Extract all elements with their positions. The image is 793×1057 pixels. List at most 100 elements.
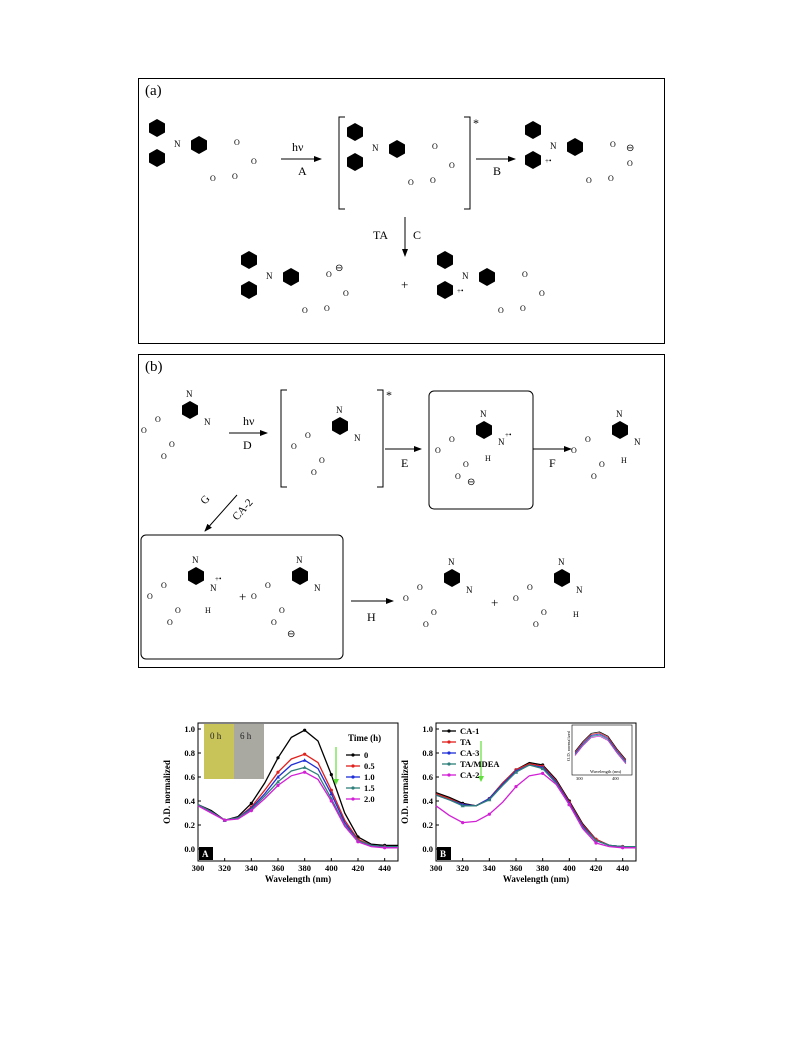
y-axis-label: O.D. normalized — [400, 760, 410, 824]
x-tick-label: 320 — [456, 863, 469, 873]
legend-marker-CA-3 — [447, 751, 451, 755]
y-tick-label: 0.2 — [422, 820, 433, 830]
data-point-TA/MDEA — [514, 770, 518, 774]
dea-neutral-radical-h — [403, 543, 489, 629]
arrow-a-step: A — [298, 164, 307, 178]
legend-marker-2.0 — [351, 797, 355, 801]
data-point-2.0 — [329, 799, 333, 803]
inset-curve-TA — [574, 732, 627, 761]
y-tick-label: 0.4 — [184, 796, 195, 806]
radical-cation-mark: +• — [545, 157, 552, 165]
x-tick-label: 380 — [298, 863, 311, 873]
y-tick-label: 0.8 — [422, 748, 433, 758]
hydrogen-label-e: H — [485, 454, 491, 463]
x-tick-label: 360 — [510, 863, 523, 873]
data-point-2.0 — [276, 783, 280, 787]
data-point-0 — [303, 728, 307, 732]
x-tick-label: 440 — [616, 863, 629, 873]
data-point-CA-2 — [514, 785, 518, 789]
legend-marker-1.5 — [351, 786, 355, 790]
x-axis-label: Wavelength (nm) — [503, 874, 569, 884]
chart-a-svg: 0 h 6 h 300 320 340 360 380 400 420 440 0.0 0.2 0.4 0… — [162, 722, 399, 884]
data-point-1.5 — [302, 765, 307, 769]
inset-vial-6h — [234, 724, 264, 779]
legend-label-0.5: 0.5 — [364, 761, 375, 771]
panel-b-scheme-svg: N N O O O O hν D * E +• H ⊖ F H CA-2 G — [140, 375, 657, 660]
legend-marker-1.0 — [351, 775, 355, 779]
legend-marker-TA — [447, 740, 451, 744]
hydrogen-label-g: H — [205, 606, 211, 615]
tpa-diester-ground-state — [149, 119, 275, 191]
anion-mark-product: ⊖ — [335, 263, 343, 274]
arrow-c-reagent: TA — [373, 228, 388, 242]
dea-biradical-product — [571, 395, 657, 481]
arrow-g — [204, 494, 238, 532]
tpa-radical-ion-pair — [525, 121, 651, 193]
inset-curve-CA-2 — [574, 735, 627, 765]
x-tick-label: 360 — [272, 863, 285, 873]
inset-label-6h: 6 h — [240, 731, 252, 741]
x-tick-label: 400 — [563, 863, 576, 873]
uv-vis-chart-b: Wavelength (nm) 300 400 O.D. normalized 300 3… — [398, 715, 641, 890]
data-point-CA-2 — [541, 771, 545, 775]
data-point-CA-2 — [594, 841, 598, 845]
series-line-TA/MDEA — [435, 764, 636, 848]
legend-title: Time (h) — [348, 733, 381, 743]
data-point-0 — [249, 801, 253, 805]
panel-badge — [437, 847, 451, 860]
y-tick-label: 0.0 — [422, 844, 433, 854]
data-point-TA/MDEA — [540, 766, 545, 771]
panel-b-label: (b) — [145, 359, 163, 375]
chart-b-svg: Wavelength (nm) 300 400 O.D. normalized 300 3… — [400, 722, 637, 884]
y-tick-label: 1.0 — [184, 724, 195, 734]
data-point-CA-2 — [567, 803, 571, 807]
plot-frame — [435, 722, 637, 862]
data-point-CA-2 — [621, 846, 625, 850]
bracket-left — [338, 116, 345, 210]
inset-curve-CA-3 — [574, 733, 627, 762]
plus-sign-b2: + — [491, 595, 498, 610]
arrow-h-step: H — [367, 610, 376, 624]
y-tick-label: 0.6 — [184, 772, 195, 782]
radical-cation-mark-g: +• — [215, 575, 222, 583]
data-point-1.0 — [329, 791, 334, 796]
y-tick-label: 0.4 — [422, 796, 433, 806]
ion-pair-box-g — [140, 534, 344, 660]
x-tick-label: 440 — [378, 863, 391, 873]
panel-a-label: (a) — [145, 83, 162, 99]
panel-a-scheme-svg: N O O O O hν A * B +• ⊖ TA C ⊖ + +• — [149, 116, 651, 323]
bracket-right — [464, 116, 471, 210]
excited-mark-b: * — [386, 388, 392, 402]
tpa-radical-cation-product — [437, 251, 563, 323]
legend-label-CA-1: CA-1 — [460, 726, 479, 736]
anion-mark-g: ⊖ — [287, 629, 295, 640]
panel-badge-label: A — [202, 849, 209, 859]
hydrogen-label-f: H — [621, 456, 627, 465]
data-point-1.5 — [276, 779, 280, 784]
legend-label-1.0: 1.0 — [364, 772, 375, 782]
dea-radical-anion-g — [251, 541, 337, 627]
plot-frame — [197, 722, 399, 862]
dea-radical-cation-g — [147, 541, 233, 627]
trend-arrow-head — [333, 779, 339, 785]
legend-label-TA/MDEA: TA/MDEA — [460, 759, 500, 769]
data-point-2.0 — [249, 809, 253, 813]
data-point-2.0 — [223, 818, 227, 822]
legend-label-CA-3: CA-3 — [460, 748, 479, 758]
scheme-panel-a: (a) — [138, 78, 665, 344]
arrow-d-step: D — [243, 438, 252, 452]
inset-xtick-400: 400 — [612, 776, 620, 781]
arrow-g-step: G — [198, 493, 212, 507]
data-point-CA-2 — [461, 821, 465, 825]
x-tick-label: 420 — [590, 863, 603, 873]
y-tick-label: 1.0 — [422, 724, 433, 734]
inset-curve-TA/MDEA — [574, 734, 627, 764]
plus-sign-b1: + — [239, 589, 246, 604]
trend-arrow-head — [478, 776, 484, 782]
inset-frame — [571, 724, 633, 776]
data-point-2.0 — [356, 840, 360, 844]
plus-sign-a: + — [401, 277, 408, 292]
inset-curve-CA-1 — [574, 731, 627, 760]
legend-label-TA: TA — [460, 737, 472, 747]
y-tick-label: 0.2 — [184, 820, 195, 830]
